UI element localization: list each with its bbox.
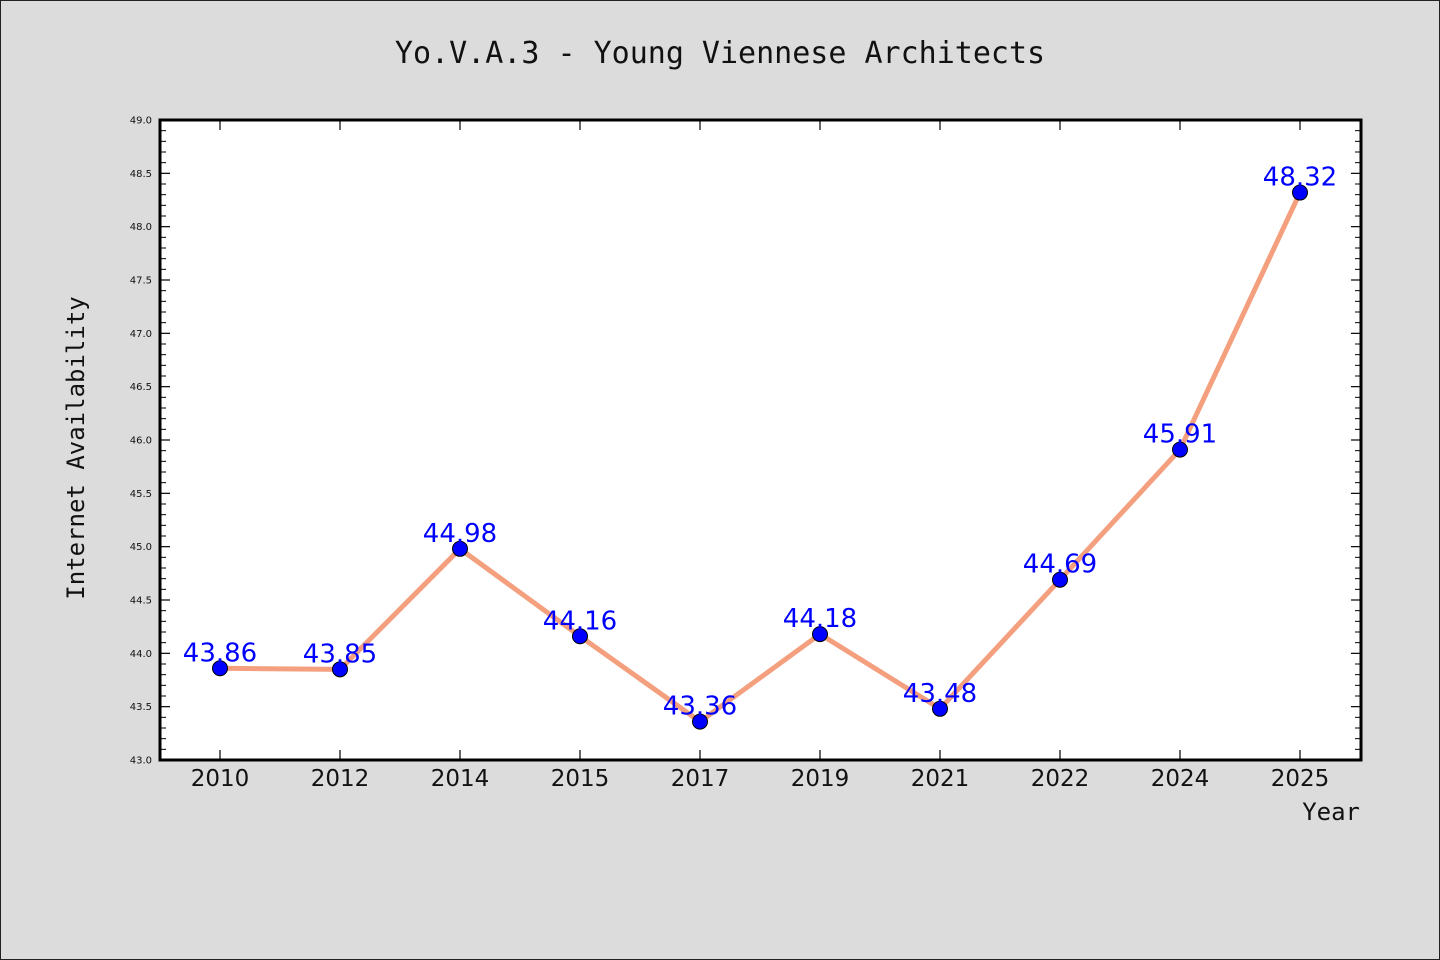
data-point-marker xyxy=(932,700,948,717)
y-tick-label: 48.5 xyxy=(130,169,152,180)
x-tick-label: 2019 xyxy=(791,766,850,792)
data-value-label: 43.86 xyxy=(183,638,257,668)
data-point-marker xyxy=(452,540,468,557)
data-value-label: 44.69 xyxy=(1023,550,1097,580)
data-value-label: 48.32 xyxy=(1263,163,1337,193)
y-tick-label: 44.0 xyxy=(130,649,152,660)
data-value-label: 44.18 xyxy=(783,604,857,634)
y-tick-label: 46.5 xyxy=(130,382,152,393)
y-tick-label: 46.0 xyxy=(130,436,152,447)
x-tick-label: 2017 xyxy=(671,766,730,792)
x-axis: 2010 2012 2014 2015 2017 2019 2021 2022 2024 2025 xyxy=(191,120,1330,792)
y-tick-label: 45.5 xyxy=(130,489,152,500)
data-value-label: 43.48 xyxy=(903,679,977,709)
data-point-marker xyxy=(1292,184,1308,201)
data-point-marker xyxy=(812,626,828,643)
y-tick-label: 43.0 xyxy=(130,756,152,767)
y-tick-label: 44.5 xyxy=(130,596,152,607)
x-tick-label: 2014 xyxy=(431,766,490,792)
x-tick-label: 2021 xyxy=(911,766,970,792)
data-value-label: 45.91 xyxy=(1143,420,1217,450)
x-tick-label: 2022 xyxy=(1031,766,1090,792)
x-tick-label: 2010 xyxy=(191,766,250,792)
data-point-marker xyxy=(212,660,228,677)
data-point-marker xyxy=(572,628,588,645)
chart-title: Yo.V.A.3 - Young Viennese Architects xyxy=(395,36,1045,71)
data-labels: 43.86 43.85 44.98 44.16 43.36 44.18 43.48 44.69… xyxy=(183,163,1337,722)
x-tick-label: 2015 xyxy=(551,766,610,792)
x-tick-label: 2012 xyxy=(311,766,370,792)
data-point-marker xyxy=(1172,441,1188,458)
y-tick-label: 45.0 xyxy=(130,542,152,553)
data-value-label: 43.85 xyxy=(303,639,377,669)
data-series xyxy=(212,184,1308,730)
x-tick-label: 2025 xyxy=(1271,766,1330,792)
x-tick-label: 2024 xyxy=(1151,766,1210,792)
data-value-label: 44.98 xyxy=(423,519,497,549)
plot-area xyxy=(158,118,1363,762)
x-axis-label: Year xyxy=(1302,798,1360,826)
y-axis: 43.0 43.5 44.0 44.5 45.0 45.5 46.0 46.5 47.0 47.5… xyxy=(130,116,1361,767)
y-tick-label: 47.0 xyxy=(130,329,152,340)
data-point-marker xyxy=(1052,571,1068,588)
y-tick-label: 49.0 xyxy=(130,116,152,127)
data-point-marker xyxy=(332,661,348,678)
data-value-label: 44.16 xyxy=(543,606,617,636)
y-tick-label: 47.5 xyxy=(130,276,152,287)
data-point-marker xyxy=(692,713,708,730)
series-line xyxy=(217,190,1303,725)
y-tick-label: 43.5 xyxy=(130,702,152,713)
y-tick-label: 48.0 xyxy=(130,222,152,233)
data-value-label: 43.36 xyxy=(663,692,737,722)
y-axis-label: Internet Availability xyxy=(62,296,90,599)
